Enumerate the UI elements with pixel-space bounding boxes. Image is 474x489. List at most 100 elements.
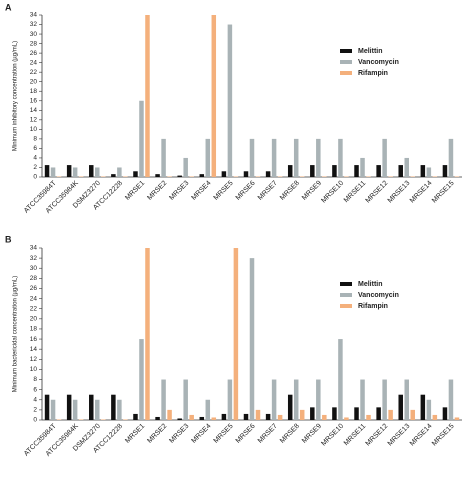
bar bbox=[95, 167, 100, 177]
x-tick-label: MRSE9 bbox=[301, 180, 323, 202]
bar bbox=[398, 394, 403, 420]
y-tick-label: 8 bbox=[33, 376, 37, 383]
x-tick-label: MRSE1 bbox=[124, 423, 146, 445]
y-tick-label: 34 bbox=[30, 12, 38, 19]
bar bbox=[293, 379, 299, 420]
legend-swatch bbox=[340, 49, 352, 53]
bar bbox=[442, 407, 448, 420]
bar bbox=[338, 138, 343, 177]
legend-swatch bbox=[340, 282, 352, 286]
bar bbox=[89, 394, 94, 420]
bar bbox=[145, 15, 150, 177]
bar bbox=[177, 175, 182, 177]
bar bbox=[221, 413, 227, 420]
bar bbox=[249, 258, 255, 420]
x-tick-label: MRSE2 bbox=[146, 180, 168, 202]
bar bbox=[44, 165, 50, 177]
x-tick-label: MRSE15 bbox=[431, 423, 456, 448]
legend-label: Melittin bbox=[358, 48, 383, 55]
legend-swatch bbox=[340, 293, 352, 297]
bar bbox=[155, 174, 160, 177]
bar bbox=[211, 417, 217, 420]
x-tick-label: MRSE10 bbox=[320, 423, 345, 448]
bar bbox=[316, 138, 321, 177]
bar bbox=[332, 165, 337, 177]
x-tick-label: MRSE7 bbox=[257, 423, 279, 445]
x-tick-label: MRSE15 bbox=[431, 180, 456, 205]
bar bbox=[398, 165, 403, 177]
bar bbox=[420, 394, 426, 420]
y-tick-label: 26 bbox=[30, 50, 38, 57]
bar bbox=[221, 171, 227, 177]
bar bbox=[265, 413, 271, 420]
bar bbox=[50, 167, 56, 177]
bar bbox=[205, 138, 211, 177]
x-tick-label: MRSE4 bbox=[190, 423, 212, 445]
bar bbox=[448, 379, 454, 420]
bar bbox=[332, 407, 337, 420]
bar bbox=[382, 379, 387, 420]
y-axis-title: Minimum inhibitory concentration (µg/mL) bbox=[13, 41, 19, 151]
bar bbox=[199, 416, 205, 420]
x-tick-label: MRSE13 bbox=[387, 423, 412, 448]
x-tick-label: MRSE6 bbox=[235, 423, 257, 445]
bar bbox=[360, 379, 365, 420]
y-tick-label: 26 bbox=[30, 285, 38, 292]
bar bbox=[155, 416, 160, 420]
bar bbox=[233, 248, 239, 420]
bar bbox=[310, 407, 315, 420]
x-tick-label: MRSE14 bbox=[409, 180, 434, 205]
y-tick-label: 0 bbox=[33, 417, 37, 424]
y-tick-label: 32 bbox=[30, 255, 38, 262]
legend-label: Vancomycin bbox=[358, 292, 399, 299]
bar bbox=[360, 157, 365, 177]
y-tick-label: 12 bbox=[30, 117, 38, 124]
y-tick-label: 12 bbox=[30, 356, 38, 363]
legend-label: Rifampin bbox=[358, 70, 388, 77]
y-tick-label: 24 bbox=[30, 295, 38, 302]
bar bbox=[366, 414, 371, 420]
panel-label: B bbox=[5, 234, 12, 244]
y-tick-label: 8 bbox=[33, 136, 37, 143]
x-tick-label: MRSE12 bbox=[365, 423, 390, 448]
legend-label: Melittin bbox=[358, 281, 383, 288]
y-tick-label: 2 bbox=[33, 164, 37, 171]
bar bbox=[211, 15, 217, 177]
bar bbox=[287, 394, 293, 420]
bar bbox=[454, 417, 460, 420]
y-tick-label: 14 bbox=[30, 107, 38, 114]
bars bbox=[44, 248, 460, 420]
y-tick-label: 16 bbox=[30, 336, 38, 343]
bar bbox=[139, 100, 144, 177]
bar bbox=[189, 414, 194, 420]
bar bbox=[161, 138, 166, 177]
x-tick-label: MRSE5 bbox=[213, 423, 235, 445]
bar bbox=[426, 167, 432, 177]
bar bbox=[44, 394, 50, 420]
bar bbox=[205, 399, 211, 420]
y-tick-label: 22 bbox=[30, 69, 38, 76]
bar bbox=[388, 409, 393, 420]
bar bbox=[410, 409, 415, 420]
x-tick-label: MRSE14 bbox=[409, 423, 434, 448]
x-tick-label: MRSE7 bbox=[257, 180, 279, 202]
bar bbox=[50, 399, 56, 420]
bar bbox=[293, 138, 299, 177]
bar bbox=[199, 174, 205, 177]
bar bbox=[243, 171, 249, 177]
y-tick-label: 22 bbox=[30, 305, 38, 312]
legend-swatch bbox=[340, 71, 352, 75]
y-tick-label: 14 bbox=[30, 346, 38, 353]
bar bbox=[287, 165, 293, 177]
y-tick-label: 18 bbox=[30, 326, 38, 333]
x-tick-label: MRSE10 bbox=[320, 180, 345, 205]
x-tick-label: MRSE13 bbox=[387, 180, 412, 205]
bar bbox=[167, 409, 172, 420]
y-tick-label: 28 bbox=[30, 275, 38, 282]
bar bbox=[117, 399, 122, 420]
x-tick-label: MRSE1 bbox=[124, 180, 146, 202]
bar bbox=[78, 419, 84, 420]
legend-label: Rifampin bbox=[358, 303, 388, 310]
y-axis-title: Minimum bactericidal concentration (µg/m… bbox=[13, 276, 19, 393]
